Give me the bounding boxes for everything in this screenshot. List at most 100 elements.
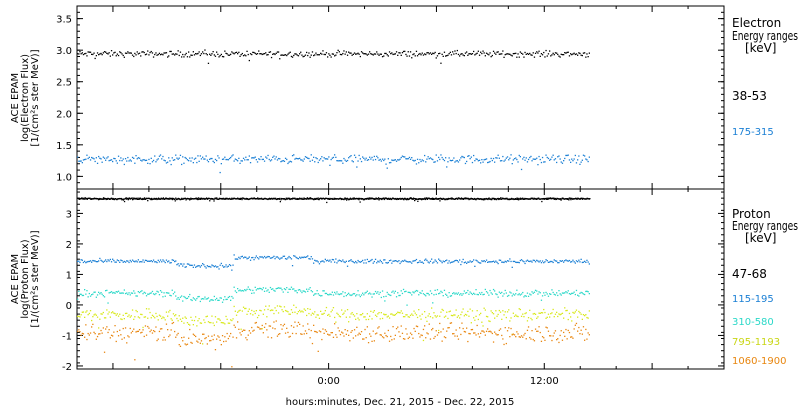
data-point-38-53 (394, 53, 396, 55)
data-point-38-53 (452, 51, 454, 53)
data-point-38-53 (450, 54, 453, 56)
data-point-310-580 (145, 295, 148, 297)
data-point-1060-1900 (149, 330, 151, 333)
data-point-175-315 (519, 156, 521, 158)
data-point-795-1193 (501, 318, 503, 320)
data-point-1060-1900 (134, 359, 136, 361)
data-point-795-1193 (140, 313, 142, 315)
data-point-38-53 (263, 53, 266, 55)
data-point-38-53 (522, 53, 524, 55)
data-point-115-195 (91, 261, 93, 263)
data-point-115-195 (431, 258, 433, 260)
data-point-310-580 (411, 294, 413, 296)
data-point-47-68 (333, 198, 335, 200)
data-point-795-1193 (428, 313, 430, 315)
data-point-310-580 (357, 290, 359, 292)
data-point-795-1193 (88, 312, 90, 315)
data-point-38-53 (523, 56, 525, 58)
data-point-310-580 (399, 294, 401, 297)
data-point-310-580 (272, 288, 274, 290)
data-point-38-53 (98, 54, 100, 56)
data-point-115-195 (286, 258, 288, 260)
data-point-1060-1900 (270, 337, 273, 339)
data-point-795-1193 (504, 311, 506, 313)
data-point-1060-1900 (350, 331, 352, 333)
data-point-38-53 (538, 50, 540, 52)
data-point-310-580 (356, 294, 358, 296)
data-point-175-315 (282, 160, 284, 162)
data-point-1060-1900 (407, 337, 409, 340)
data-point-310-580 (362, 292, 364, 294)
data-point-795-1193 (512, 312, 514, 314)
data-point-47-68 (168, 198, 170, 200)
data-point-795-1193 (149, 311, 151, 314)
data-point-47-68 (515, 198, 518, 200)
data-point-175-315 (248, 155, 250, 157)
data-point-175-315 (559, 158, 561, 160)
data-point-175-315 (455, 160, 457, 162)
data-point-115-195 (200, 264, 203, 267)
data-point-1060-1900 (284, 332, 287, 334)
data-point-310-580 (289, 288, 291, 290)
data-point-115-195 (176, 264, 178, 266)
data-point-310-580 (288, 288, 290, 290)
data-point-310-580 (428, 294, 430, 296)
data-point-175-315 (338, 160, 340, 162)
data-point-115-195 (448, 260, 450, 262)
data-point-310-580 (78, 290, 80, 292)
data-point-795-1193 (148, 308, 150, 310)
data-point-38-53 (78, 53, 80, 55)
data-point-115-195 (306, 256, 308, 258)
data-point-310-580 (387, 293, 389, 295)
data-point-795-1193 (419, 315, 421, 317)
data-point-115-195 (261, 256, 263, 258)
data-point-1060-1900 (359, 333, 361, 335)
data-point-310-580 (364, 292, 366, 294)
data-point-1060-1900 (89, 332, 92, 334)
data-point-310-580 (191, 299, 193, 302)
data-point-795-1193 (384, 314, 386, 316)
data-point-38-53 (115, 55, 117, 57)
data-point-310-580 (154, 293, 156, 296)
data-point-1060-1900 (371, 340, 373, 342)
data-point-1060-1900 (78, 329, 80, 331)
data-point-115-195 (289, 257, 291, 259)
data-point-1060-1900 (169, 334, 171, 336)
data-point-310-580 (148, 293, 150, 295)
data-point-310-580 (152, 293, 155, 295)
data-point-310-580 (335, 293, 337, 295)
data-point-115-195 (330, 261, 332, 263)
data-point-1060-1900 (399, 335, 401, 338)
data-point-795-1193 (377, 313, 379, 315)
data-point-38-53 (300, 51, 302, 53)
data-point-1060-1900 (483, 331, 485, 333)
data-point-38-53 (89, 51, 92, 53)
data-point-47-68 (127, 197, 129, 200)
data-point-175-315 (230, 156, 232, 159)
data-point-47-68 (102, 197, 105, 199)
data-point-38-53 (186, 56, 189, 58)
data-point-175-315 (489, 160, 491, 163)
data-point-1060-1900 (255, 321, 257, 324)
data-point-47-68 (473, 198, 475, 200)
data-point-115-195 (414, 259, 416, 262)
data-point-795-1193 (287, 311, 289, 313)
data-point-310-580 (165, 292, 168, 294)
data-point-47-68 (416, 198, 418, 200)
data-point-310-580 (248, 288, 250, 290)
data-point-1060-1900 (448, 327, 450, 329)
data-point-795-1193 (77, 315, 79, 318)
data-point-175-315 (447, 161, 449, 163)
data-point-115-195 (530, 260, 532, 262)
data-point-175-315 (408, 156, 411, 159)
data-point-47-68 (171, 197, 173, 199)
data-point-1060-1900 (219, 339, 221, 341)
data-point-795-1193 (395, 312, 398, 315)
data-point-1060-1900 (167, 329, 169, 331)
data-point-175-315 (112, 160, 114, 163)
data-point-175-315 (344, 159, 346, 161)
data-point-310-580 (100, 292, 102, 294)
data-point-1060-1900 (394, 334, 396, 336)
data-point-115-195 (402, 260, 405, 262)
data-point-1060-1900 (447, 327, 449, 329)
